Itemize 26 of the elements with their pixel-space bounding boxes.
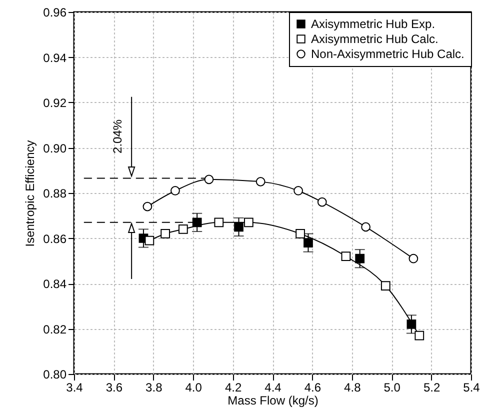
x-tick-label: 4.6 (304, 380, 322, 394)
x-tick-label: 4.2 (224, 380, 242, 394)
y-tick-label: 0.80 (43, 368, 67, 382)
x-tick-label: 4.4 (264, 380, 282, 394)
x-tick-label: 3.4 (66, 380, 84, 394)
legend-label: Non-Axisymmetric Hub Calc. (311, 47, 464, 61)
y-tick-label: 0.94 (43, 50, 67, 65)
annotation: 2.04% (110, 119, 125, 154)
y-tick-label: 0.90 (43, 141, 67, 156)
x-axis-title: Mass Flow (kg/s) (228, 394, 318, 408)
legend-label: Axisymmetric Hub Exp. (311, 17, 436, 31)
y-axis-title: Isentropic Efficiency (23, 140, 38, 247)
x-tick-label: 4.0 (185, 380, 202, 394)
y-tick-label: 0.82 (43, 322, 67, 336)
y-tick-label: 0.86 (43, 232, 67, 246)
legend-label: Axisymmetric Hub Calc. (311, 32, 438, 46)
x-tick-label: 5.0 (384, 380, 401, 394)
x-tick-label: 3.8 (146, 380, 163, 394)
x-tick-label: 5.4 (463, 380, 480, 394)
x-tick-label: 5.2 (423, 380, 440, 394)
y-tick-label: 0.88 (43, 186, 67, 200)
y-tick-label: 0.96 (43, 6, 67, 20)
y-tick-label: 0.92 (43, 96, 67, 110)
y-tick-label: 0.84 (43, 277, 67, 291)
x-tick-label: 4.8 (344, 380, 362, 394)
x-tick-label: 3.6 (106, 380, 123, 394)
